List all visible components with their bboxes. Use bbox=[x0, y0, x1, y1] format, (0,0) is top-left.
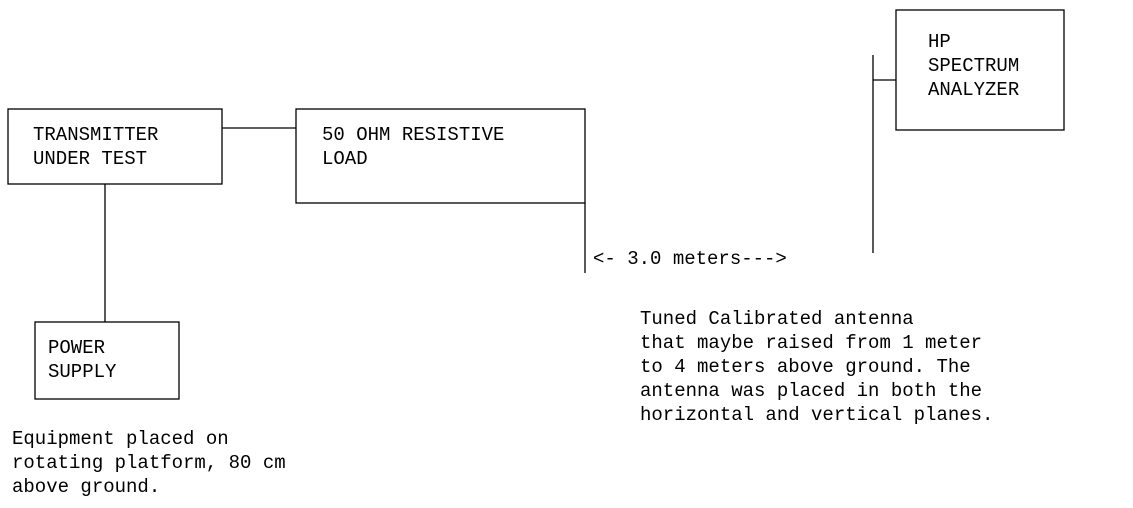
node-label: UNDER TEST bbox=[33, 148, 147, 170]
note: Equipment placed on bbox=[12, 428, 229, 450]
node-label: 50 OHM RESISTIVE bbox=[322, 124, 504, 146]
load-box bbox=[295, 108, 586, 204]
note: rotating platform, 80 cm bbox=[12, 452, 286, 474]
node-label: SUPPLY bbox=[48, 361, 117, 383]
node-label: SPECTRUM bbox=[928, 55, 1019, 77]
node-label: POWER bbox=[48, 337, 105, 359]
note: above ground. bbox=[12, 476, 160, 498]
node-label: HP bbox=[928, 31, 951, 53]
node-label: TRANSMITTER bbox=[33, 124, 158, 146]
node-label: ANALYZER bbox=[928, 79, 1019, 101]
note: horizontal and vertical planes. bbox=[640, 404, 993, 426]
note: antenna was placed in both the bbox=[640, 380, 982, 402]
distance-label: <- 3.0 meters---> bbox=[593, 248, 787, 270]
note: that maybe raised from 1 meter bbox=[640, 332, 982, 354]
power-supply-box bbox=[34, 321, 180, 400]
node-label: LOAD bbox=[322, 148, 368, 170]
note: Tuned Calibrated antenna bbox=[640, 308, 914, 330]
note: to 4 meters above ground. The bbox=[640, 356, 971, 378]
analyzer-box bbox=[895, 9, 1065, 131]
transmitter-box bbox=[7, 108, 223, 185]
